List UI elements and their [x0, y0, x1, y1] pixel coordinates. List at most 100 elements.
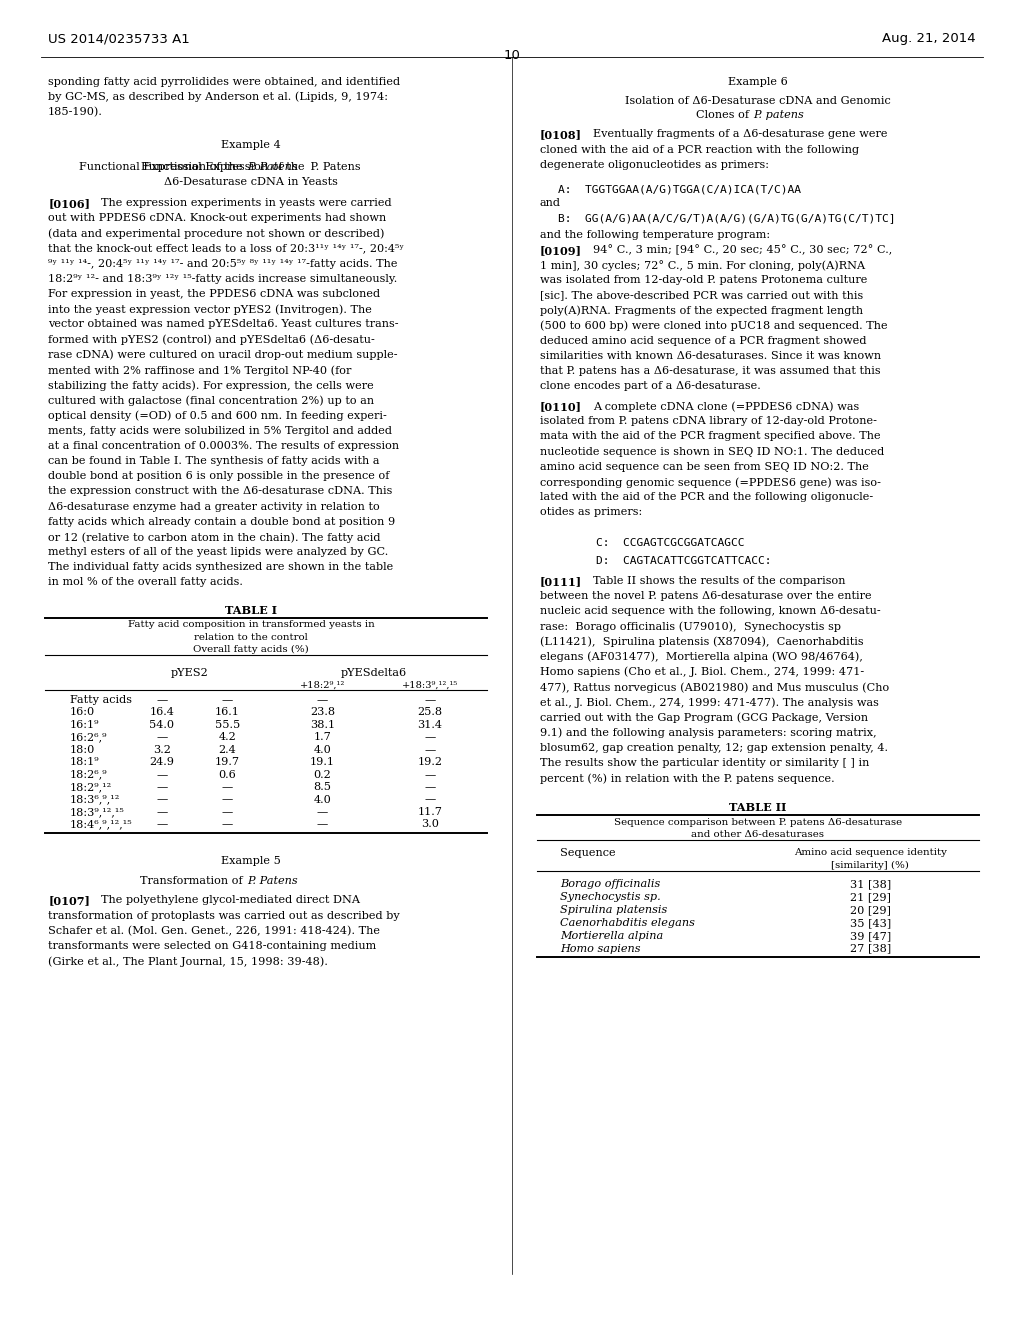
Text: (Girke et al., The Plant Journal, 15, 1998: 39-48).: (Girke et al., The Plant Journal, 15, 19… [48, 956, 328, 966]
Text: cultured with galactose (final concentration 2%) up to an: cultured with galactose (final concentra… [48, 395, 374, 407]
Text: Eventually fragments of a Δ6-desaturase gene were: Eventually fragments of a Δ6-desaturase … [593, 129, 888, 140]
Text: —: — [425, 733, 435, 742]
Text: the expression construct with the Δ6-desaturase cDNA. This: the expression construct with the Δ6-des… [48, 486, 392, 496]
Text: Table II shows the results of the comparison: Table II shows the results of the compar… [593, 576, 846, 586]
Text: 16.4: 16.4 [150, 708, 174, 718]
Text: [0106]: [0106] [48, 198, 90, 209]
Text: 1.7: 1.7 [313, 733, 332, 742]
Text: Δ6-desaturase enzyme had a greater activity in relation to: Δ6-desaturase enzyme had a greater activ… [48, 502, 380, 512]
Text: Example 5: Example 5 [221, 855, 281, 866]
Text: 23.8: 23.8 [310, 708, 335, 718]
Text: and: and [540, 198, 561, 209]
Text: US 2014/0235733 A1: US 2014/0235733 A1 [48, 32, 189, 45]
Text: nucleic acid sequence with the following, known Δ6-desatu-: nucleic acid sequence with the following… [540, 606, 881, 616]
Text: 1 min], 30 cycles; 72° C., 5 min. For cloning, poly(A)RNA: 1 min], 30 cycles; 72° C., 5 min. For cl… [540, 260, 865, 271]
Text: 10: 10 [504, 49, 520, 62]
Text: 19.2: 19.2 [418, 758, 442, 767]
Text: —: — [222, 783, 232, 792]
Text: double bond at position 6 is only possible in the presence of: double bond at position 6 is only possib… [48, 471, 389, 482]
Text: percent (%) in relation with the P. patens sequence.: percent (%) in relation with the P. pate… [540, 774, 835, 784]
Text: 25.8: 25.8 [418, 708, 442, 718]
Text: Aug. 21, 2014: Aug. 21, 2014 [883, 32, 976, 45]
Text: ⁹ʸ ¹¹ʸ ¹⁴-, 20:4⁵ʸ ¹¹ʸ ¹⁴ʸ ¹⁷- and 20:5⁵ʸ ⁸ʸ ¹¹ʸ ¹⁴ʸ ¹⁷-fatty acids. The: ⁹ʸ ¹¹ʸ ¹⁴-, 20:4⁵ʸ ¹¹ʸ ¹⁴ʸ ¹⁷- and 20:5⁵… [48, 259, 397, 269]
Text: —: — [157, 783, 167, 792]
Text: Amino acid sequence identity: Amino acid sequence identity [794, 849, 947, 858]
Text: rase cDNA) were cultured on uracil drop-out medium supple-: rase cDNA) were cultured on uracil drop-… [48, 350, 397, 360]
Text: isolated from P. patens cDNA library of 12-day-old Protone-: isolated from P. patens cDNA library of … [540, 416, 877, 426]
Text: 35 [43]: 35 [43] [850, 917, 891, 928]
Text: A complete cDNA clone (=PPDES6 cDNA) was: A complete cDNA clone (=PPDES6 cDNA) was [593, 401, 859, 412]
Text: (L11421),  Spirulina platensis (X87094),  Caenorhabditis: (L11421), Spirulina platensis (X87094), … [540, 636, 863, 647]
Text: —: — [425, 744, 435, 755]
Text: 94° C., 3 min; [94° C., 20 sec; 45° C., 30 sec; 72° C.,: 94° C., 3 min; [94° C., 20 sec; 45° C., … [593, 244, 892, 255]
Text: 19.7: 19.7 [215, 758, 240, 767]
Text: Δ6-Desaturase cDNA in Yeasts: Δ6-Desaturase cDNA in Yeasts [164, 177, 338, 186]
Text: —: — [157, 733, 167, 742]
Text: Sequence: Sequence [560, 849, 615, 858]
Text: Spirulina platensis: Spirulina platensis [560, 906, 668, 915]
Text: —: — [425, 783, 435, 792]
Text: The expression experiments in yeasts were carried: The expression experiments in yeasts wer… [101, 198, 392, 209]
Text: Example 6: Example 6 [728, 77, 787, 87]
Text: corresponding genomic sequence (=PPDES6 gene) was iso-: corresponding genomic sequence (=PPDES6 … [540, 477, 881, 487]
Text: or 12 (relative to carbon atom in the chain). The fatty acid: or 12 (relative to carbon atom in the ch… [48, 532, 381, 543]
Text: —: — [425, 770, 435, 780]
Text: Transformation of: Transformation of [139, 875, 246, 886]
Text: between the novel P. patens Δ6-desaturase over the entire: between the novel P. patens Δ6-desaturas… [540, 591, 871, 601]
Text: +18:2⁹,¹²: +18:2⁹,¹² [300, 681, 345, 689]
Text: transformants were selected on G418-containing medium: transformants were selected on G418-cont… [48, 941, 377, 950]
Text: [0110]: [0110] [540, 401, 582, 412]
Text: —: — [222, 795, 232, 805]
Text: and the following temperature program:: and the following temperature program: [540, 230, 770, 240]
Text: —: — [222, 696, 232, 705]
Text: mented with 2% raffinose and 1% Tergitol NP-40 (for: mented with 2% raffinose and 1% Tergitol… [48, 364, 351, 376]
Text: 185-190).: 185-190). [48, 107, 103, 117]
Text: and other Δ6-desaturases: and other Δ6-desaturases [691, 830, 824, 840]
Text: [0109]: [0109] [540, 244, 582, 256]
Text: 19.1: 19.1 [310, 758, 335, 767]
Text: 18:3⁹,¹²,¹⁵: 18:3⁹,¹²,¹⁵ [70, 807, 124, 817]
Text: 4.0: 4.0 [313, 795, 332, 805]
Text: blosum62, gap creation penalty, 12; gap extension penalty, 4.: blosum62, gap creation penalty, 12; gap … [540, 743, 888, 752]
Text: 31.4: 31.4 [418, 719, 442, 730]
Text: that P. patens has a Δ6-desaturase, it was assumed that this: that P. patens has a Δ6-desaturase, it w… [540, 366, 881, 376]
Text: 0.2: 0.2 [313, 770, 332, 780]
Text: mata with the aid of the PCR fragment specified above. The: mata with the aid of the PCR fragment sp… [540, 432, 881, 441]
Text: 38.1: 38.1 [310, 719, 335, 730]
Text: —: — [157, 795, 167, 805]
Text: —: — [157, 807, 167, 817]
Text: poly(A)RNA. Fragments of the expected fragment length: poly(A)RNA. Fragments of the expected fr… [540, 305, 863, 315]
Text: ments, fatty acids were solubilized in 5% Tergitol and added: ments, fatty acids were solubilized in 5… [48, 425, 392, 436]
Text: lated with the aid of the PCR and the following oligonucle-: lated with the aid of the PCR and the fo… [540, 492, 872, 502]
Text: The results show the particular identity or similarity [ ] in: The results show the particular identity… [540, 758, 869, 768]
Text: 0.6: 0.6 [218, 770, 237, 780]
Text: 16:2⁶,⁹: 16:2⁶,⁹ [70, 733, 108, 742]
Text: 18:2⁹ʸ ¹²- and 18:3⁹ʸ ¹²ʸ ¹⁵-fatty acids increase simultaneously.: 18:2⁹ʸ ¹²- and 18:3⁹ʸ ¹²ʸ ¹⁵-fatty acids… [48, 273, 397, 284]
Text: stabilizing the fatty acids). For expression, the cells were: stabilizing the fatty acids). For expres… [48, 380, 374, 391]
Text: 4.2: 4.2 [218, 733, 237, 742]
Text: TABLE II: TABLE II [729, 801, 786, 813]
Text: 11.7: 11.7 [418, 807, 442, 817]
Text: Example 4: Example 4 [221, 140, 281, 150]
Text: —: — [157, 696, 167, 705]
Text: Homo sapiens: Homo sapiens [560, 944, 641, 953]
Text: 4.0: 4.0 [313, 744, 332, 755]
Text: 16.1: 16.1 [215, 708, 240, 718]
Text: The polyethylene glycol-mediated direct DNA: The polyethylene glycol-mediated direct … [101, 895, 360, 906]
Text: clone encodes part of a Δ6-desaturase.: clone encodes part of a Δ6-desaturase. [540, 381, 761, 391]
Text: Functional Expression of the: Functional Expression of the [79, 161, 246, 172]
Text: 54.0: 54.0 [150, 719, 174, 730]
Text: otides as primers:: otides as primers: [540, 507, 642, 517]
Text: B:  GG(A/G)AA(A/C/G/T)A(A/G)(G/A)TG(G/A)TG(C/T)TC]: B: GG(A/G)AA(A/C/G/T)A(A/G)(G/A)TG(G/A)T… [558, 213, 896, 223]
Text: transformation of protoplasts was carried out as described by: transformation of protoplasts was carrie… [48, 911, 400, 920]
Text: —: — [222, 807, 232, 817]
Text: Sequence comparison between P. patens Δ6-desaturase: Sequence comparison between P. patens Δ6… [613, 818, 902, 826]
Text: similarities with known Δ6-desaturases. Since it was known: similarities with known Δ6-desaturases. … [540, 351, 881, 360]
Text: Fatty acid composition in transformed yeasts in: Fatty acid composition in transformed ye… [128, 620, 374, 630]
Text: 31 [38]: 31 [38] [850, 879, 891, 890]
Text: Fatty acids: Fatty acids [70, 696, 132, 705]
Text: 9.1) and the following analysis parameters: scoring matrix,: 9.1) and the following analysis paramete… [540, 727, 877, 738]
Text: 27 [38]: 27 [38] [850, 944, 891, 953]
Text: [sic]. The above-described PCR was carried out with this: [sic]. The above-described PCR was carri… [540, 290, 863, 300]
Text: 18:3⁶,⁹,¹²: 18:3⁶,⁹,¹² [70, 795, 120, 805]
